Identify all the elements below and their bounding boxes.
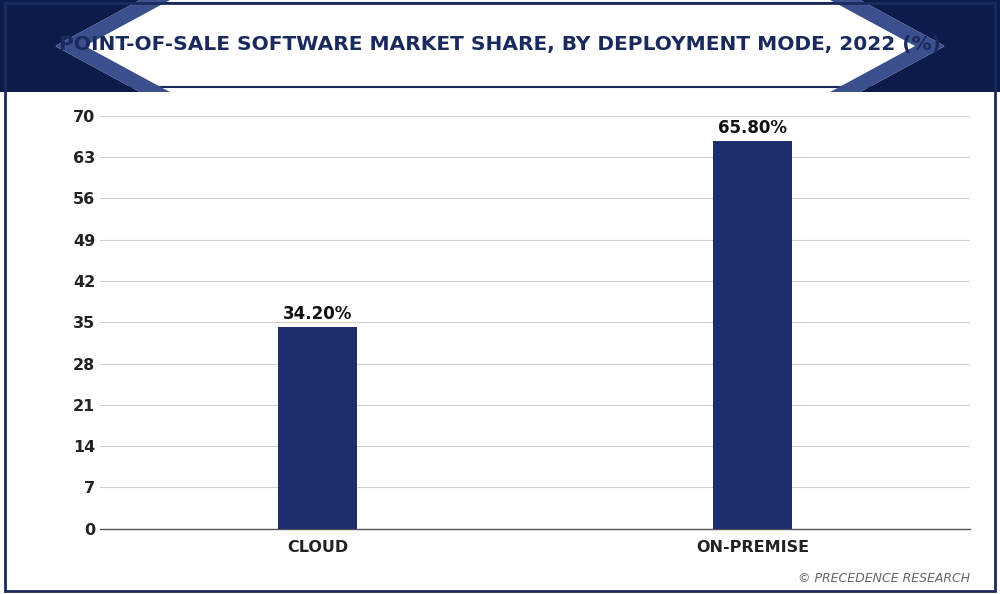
Text: © PRECEDENCE RESEARCH: © PRECEDENCE RESEARCH bbox=[798, 572, 970, 585]
Text: 34.20%: 34.20% bbox=[283, 305, 352, 323]
Bar bbox=[278, 327, 357, 529]
Text: 65.80%: 65.80% bbox=[718, 119, 787, 137]
Bar bbox=[713, 141, 792, 529]
Polygon shape bbox=[860, 0, 1000, 92]
Bar bbox=[55, 3, 945, 87]
Polygon shape bbox=[0, 0, 140, 92]
Polygon shape bbox=[830, 0, 945, 92]
Text: POINT-OF-SALE SOFTWARE MARKET SHARE, BY DEPLOYMENT MODE, 2022 (%): POINT-OF-SALE SOFTWARE MARKET SHARE, BY … bbox=[59, 34, 941, 53]
Polygon shape bbox=[55, 0, 170, 92]
